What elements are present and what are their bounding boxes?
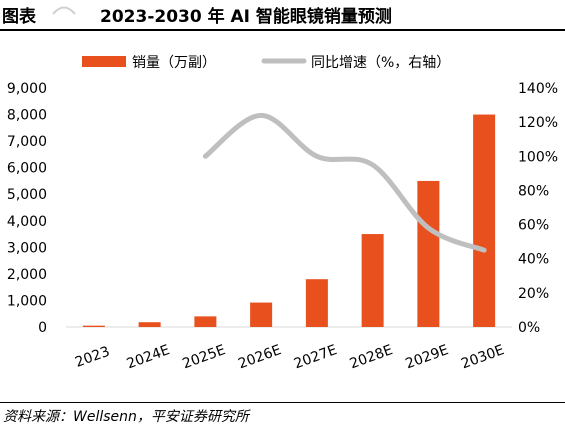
figure-header: 图表 2023-2030 年 AI 智能眼镜销量预测 xyxy=(0,0,565,31)
y-left-tick-label: 1,000 xyxy=(7,293,47,309)
y-left-tick-label: 3,000 xyxy=(7,240,47,256)
decoration-swoosh-icon xyxy=(52,6,76,15)
y-right-tick-label: 80% xyxy=(518,183,549,199)
line-series xyxy=(202,112,487,253)
source-note: 资料来源：Wellsenn，平安证券研究所 xyxy=(3,409,249,425)
source-rule xyxy=(0,402,565,403)
title-rule xyxy=(0,29,565,31)
chart-title: 2023-2030 年 AI 智能眼镜销量预测 xyxy=(100,7,392,27)
y-left-tick-label: 4,000 xyxy=(7,214,47,230)
bar xyxy=(473,114,496,327)
y-right-tick-label: 60% xyxy=(518,218,549,234)
x-tick-label: 2025E xyxy=(180,342,227,372)
bar xyxy=(417,180,440,327)
legend-swatch-bar xyxy=(82,56,126,67)
y-right-tick-label: 140% xyxy=(518,81,558,97)
bar xyxy=(82,325,105,327)
y-right-tick-label: 120% xyxy=(518,115,558,131)
y-right-tick-label: 40% xyxy=(518,252,549,268)
y-left-tick-label: 8,000 xyxy=(7,108,47,124)
x-tick-label: 2030E xyxy=(459,342,506,372)
bar xyxy=(361,234,384,327)
chart: 销量（万副） 同比增速（%，右轴） 0 1,000 2,000 3,000 4,000 5,… xyxy=(7,55,558,372)
y-right-tick-label: 100% xyxy=(518,149,558,165)
x-tick-label: 2028E xyxy=(348,342,395,372)
y-left-tick-label: 9,000 xyxy=(7,81,47,97)
x-tick-label: 2029E xyxy=(403,342,450,372)
y-right-tick-label: 0% xyxy=(518,320,540,336)
bar-series xyxy=(82,114,496,327)
growth-line xyxy=(202,112,487,253)
y-right-tick-label: 20% xyxy=(518,286,549,302)
legend: 销量（万副） 同比增速（%，右轴） xyxy=(82,55,450,71)
y-left-tick-label: 0 xyxy=(38,320,47,336)
bar xyxy=(305,279,328,327)
x-tick-label: 2027E xyxy=(292,342,339,372)
bar xyxy=(138,322,161,327)
legend-label-line: 同比增速（%，右轴） xyxy=(311,55,450,71)
x-tick-label: 2024E xyxy=(125,342,172,372)
y-left-tick-label: 7,000 xyxy=(7,134,47,150)
y-left-tick-label: 6,000 xyxy=(7,161,47,177)
x-tick-label: 2026E xyxy=(236,342,283,372)
bar xyxy=(194,316,217,327)
y-left-tick-label: 5,000 xyxy=(7,187,47,203)
y-left-tick-label: 2,000 xyxy=(7,267,47,283)
x-tick-label: 2023 xyxy=(73,344,112,371)
figure-label: 图表 xyxy=(2,7,36,27)
legend-label-bar: 销量（万副） xyxy=(132,55,216,71)
bar xyxy=(250,302,273,327)
